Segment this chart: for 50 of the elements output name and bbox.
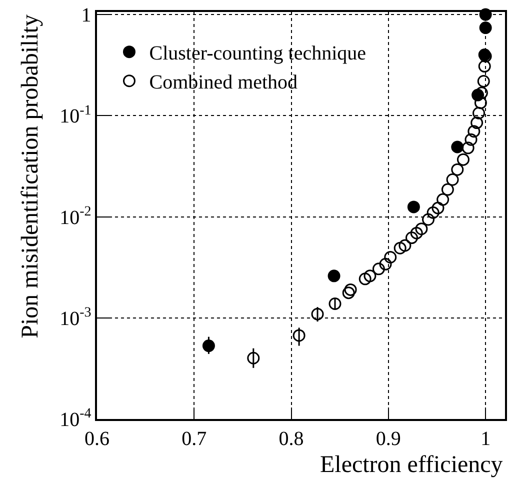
point bbox=[441, 183, 454, 196]
legend-label: Cluster-counting technique bbox=[149, 42, 366, 65]
point bbox=[202, 340, 215, 352]
x-axis-title: Electron efficiency bbox=[320, 452, 503, 478]
y-tick-label: 10$^{-1}$ bbox=[60, 103, 92, 128]
point bbox=[426, 206, 440, 219]
point bbox=[464, 133, 478, 146]
point bbox=[456, 153, 470, 166]
y-tick-label: 10$^{-2}$ bbox=[60, 204, 92, 229]
point bbox=[422, 213, 435, 226]
point bbox=[358, 272, 372, 286]
point bbox=[328, 298, 342, 310]
y-axis-title: Pion misidentification probability bbox=[17, 14, 44, 338]
point bbox=[451, 163, 464, 176]
point bbox=[475, 86, 488, 100]
point bbox=[379, 258, 392, 270]
y-tick-label: 1 bbox=[81, 4, 92, 27]
x-tick-label: 0.9 bbox=[376, 428, 401, 450]
point bbox=[372, 262, 385, 276]
point bbox=[478, 60, 491, 73]
point bbox=[474, 96, 487, 110]
x-tick-label: 0.7 bbox=[182, 428, 207, 450]
point bbox=[479, 22, 492, 34]
point bbox=[468, 125, 480, 138]
point bbox=[364, 270, 376, 282]
point bbox=[472, 106, 486, 120]
point bbox=[344, 283, 357, 296]
point bbox=[405, 232, 418, 244]
y-tick-label: 10$^{-3}$ bbox=[60, 305, 92, 330]
x-tick-label: 1 bbox=[480, 428, 491, 450]
point bbox=[342, 286, 355, 300]
point bbox=[477, 75, 490, 88]
point bbox=[462, 142, 474, 154]
point bbox=[470, 116, 484, 130]
point bbox=[436, 193, 450, 206]
point bbox=[415, 222, 428, 236]
point bbox=[384, 250, 397, 264]
point bbox=[311, 308, 324, 320]
point bbox=[432, 202, 444, 214]
point bbox=[451, 140, 464, 154]
x-tick-label: 0.8 bbox=[278, 428, 304, 450]
point bbox=[407, 200, 420, 214]
legend-label: Combined method bbox=[149, 72, 298, 94]
point bbox=[292, 329, 306, 342]
point bbox=[394, 242, 406, 254]
point bbox=[247, 352, 260, 364]
point bbox=[328, 270, 340, 282]
point bbox=[446, 173, 459, 186]
point bbox=[410, 226, 423, 240]
point bbox=[398, 239, 412, 252]
